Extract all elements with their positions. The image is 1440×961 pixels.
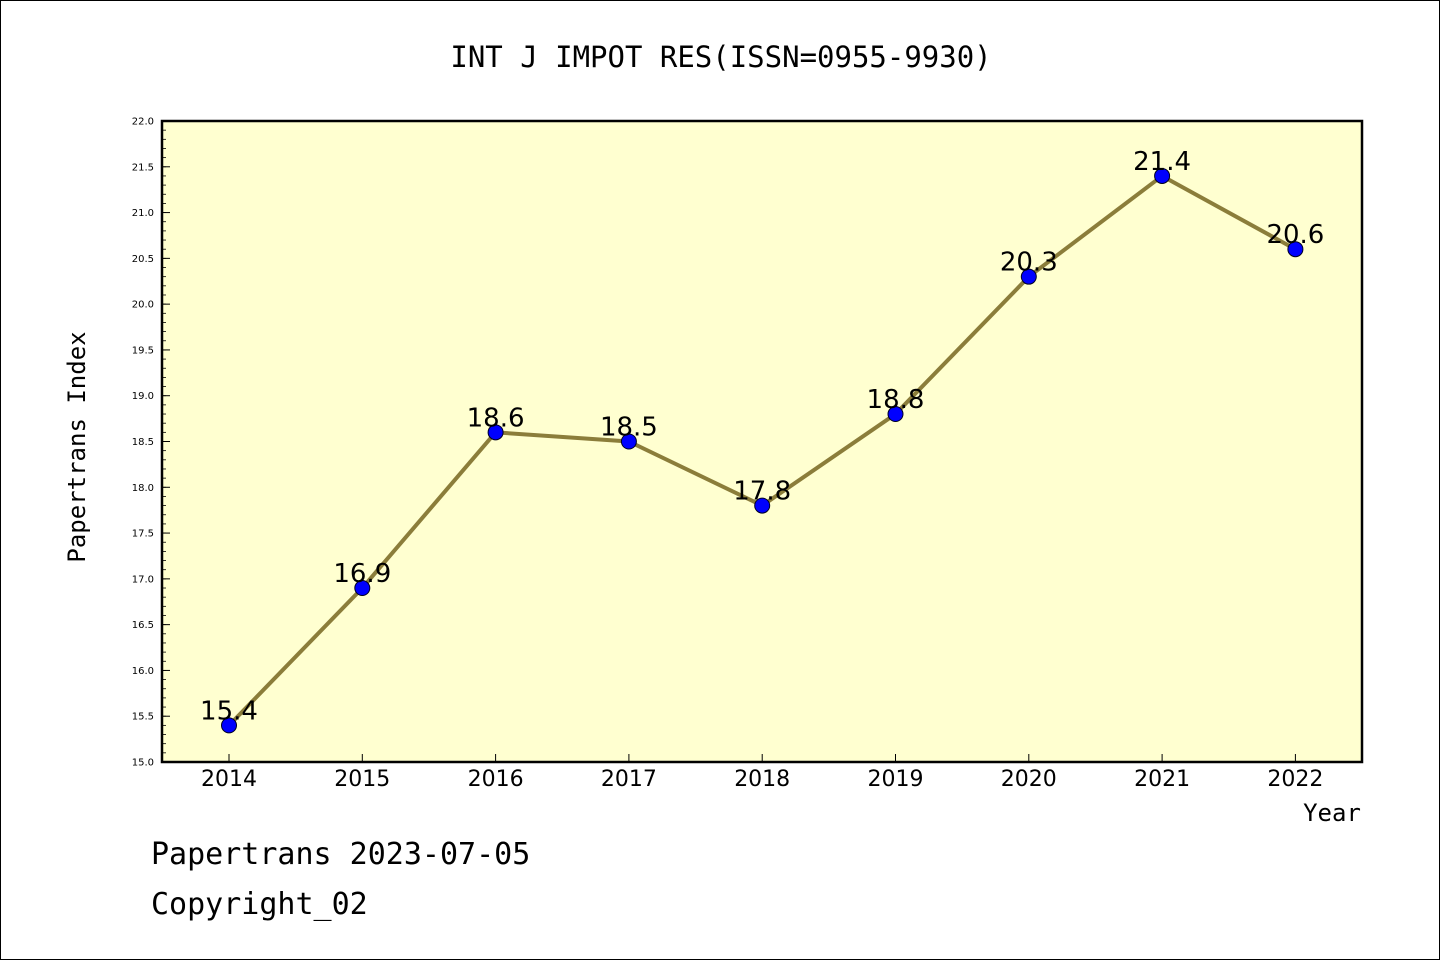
data-markers: [221, 167, 1304, 734]
y-tick-label: 17.5: [132, 529, 154, 540]
y-axis-ticks: 15.0 15.5 16.0 16.5 17.0 17.5 18.0 18.5 19.0 19.5…: [132, 117, 170, 769]
data-label: 17.8: [733, 477, 791, 507]
data-label: 18.6: [467, 403, 525, 433]
data-point: [487, 424, 504, 441]
data-point: [1154, 167, 1171, 184]
data-point: [354, 580, 371, 597]
data-labels: 15.4 16.9 18.6 18.5 17.8 18.8 20.3 21.4 20.6: [200, 147, 1324, 726]
data-label: 18.5: [600, 413, 658, 443]
footer-date: Papertrans 2023-07-05: [151, 837, 531, 872]
data-point: [754, 497, 771, 514]
x-axis-label: Year: [1303, 799, 1361, 827]
y-tick-label: 21.0: [132, 208, 154, 219]
data-label: 18.8: [867, 385, 925, 415]
x-tick-label: 2020: [1001, 767, 1057, 792]
chart-title: INT J IMPOT RES(ISSN=0955-9930): [450, 40, 991, 74]
x-tick-label: 2018: [734, 767, 790, 792]
y-tick-label: 18.0: [132, 483, 154, 494]
data-label: 21.4: [1133, 147, 1191, 177]
x-tick-label: 2022: [1267, 767, 1323, 792]
data-point: [620, 433, 637, 450]
data-label: 16.9: [333, 559, 391, 589]
y-tick-label: 17.0: [132, 574, 154, 585]
y-tick-label: 19.0: [132, 391, 154, 402]
data-label: 20.6: [1266, 220, 1324, 250]
y-tick-label: 21.5: [132, 162, 154, 173]
y-tick-label: 20.0: [132, 300, 154, 311]
x-tick-label: 2014: [201, 767, 257, 792]
y-tick-label: 16.5: [132, 620, 154, 631]
x-tick-label: 2019: [868, 767, 924, 792]
footer-copyright: Copyright_02: [151, 887, 368, 922]
x-tick-label: 2021: [1134, 767, 1190, 792]
data-label: 15.4: [200, 696, 258, 726]
plot-area: [160, 119, 1364, 764]
x-tick-label: 2016: [468, 767, 524, 792]
y-tick-label: 15.5: [132, 712, 154, 723]
x-axis-ticks: 2014 2015 2016 2017 2018 2019 2020 2021 2022: [201, 754, 1323, 792]
y-axis-label: Papertrans Index: [63, 331, 91, 562]
y-tick-label: 22.0: [132, 117, 154, 128]
data-point: [1287, 241, 1304, 258]
y-tick-label: 15.0: [132, 758, 154, 769]
y-tick-label: 19.5: [132, 345, 154, 356]
y-tick-label: 18.5: [132, 437, 154, 448]
data-point: [1020, 268, 1037, 285]
data-point: [887, 406, 904, 423]
y-tick-label: 20.5: [132, 254, 154, 265]
y-tick-label: 16.0: [132, 666, 154, 677]
data-point: [221, 717, 237, 734]
x-tick-label: 2015: [334, 767, 390, 792]
data-label: 20.3: [1000, 248, 1058, 278]
x-tick-label: 2017: [601, 767, 657, 792]
